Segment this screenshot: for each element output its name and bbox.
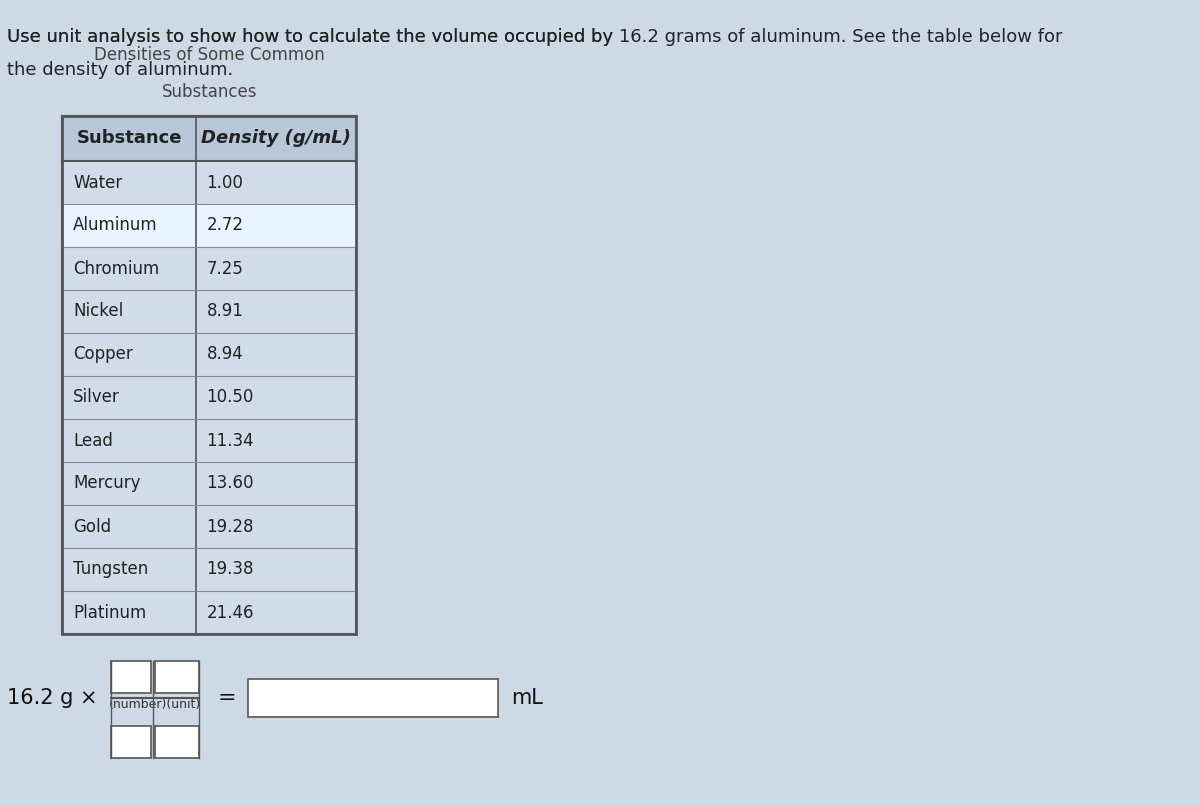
Text: Aluminum: Aluminum	[73, 217, 157, 235]
FancyBboxPatch shape	[112, 661, 151, 693]
Text: Tungsten: Tungsten	[73, 560, 149, 579]
FancyBboxPatch shape	[155, 661, 199, 693]
Text: Mercury: Mercury	[73, 475, 140, 492]
Text: Densities of Some Common: Densities of Some Common	[94, 46, 324, 64]
Text: Use unit analysis to show how to calculate the volume occupied by 16.2 grams of : Use unit analysis to show how to calcula…	[7, 28, 1063, 46]
Bar	[62, 116, 356, 161]
Text: 19.38: 19.38	[206, 560, 254, 579]
Text: Gold: Gold	[73, 517, 112, 535]
Text: Density (g/mL): Density (g/mL)	[202, 130, 350, 147]
Text: Nickel: Nickel	[73, 302, 124, 321]
Text: 2.72: 2.72	[206, 217, 244, 235]
Text: (number)(unit): (number)(unit)	[109, 698, 202, 711]
Text: Lead: Lead	[73, 431, 113, 450]
FancyBboxPatch shape	[155, 726, 199, 758]
Text: 8.94: 8.94	[206, 346, 244, 364]
Text: 7.25: 7.25	[206, 260, 244, 277]
Text: the density of aluminum.: the density of aluminum.	[7, 61, 233, 79]
Bar	[62, 116, 356, 634]
Bar	[62, 204, 356, 247]
Text: Water: Water	[73, 173, 122, 192]
FancyBboxPatch shape	[248, 679, 498, 717]
Text: 19.28: 19.28	[206, 517, 254, 535]
Text: Use unit analysis to show how to calculate the volume occupied by: Use unit analysis to show how to calcula…	[7, 28, 619, 46]
Text: mL: mL	[511, 688, 542, 708]
Text: 11.34: 11.34	[206, 431, 254, 450]
Text: Silver: Silver	[73, 388, 120, 406]
Text: 8.91: 8.91	[206, 302, 244, 321]
Text: Substances: Substances	[162, 83, 257, 101]
Text: 16.2 g ×: 16.2 g ×	[7, 688, 97, 708]
Bar	[62, 116, 356, 634]
Text: 13.60: 13.60	[206, 475, 254, 492]
Text: =: =	[217, 688, 236, 708]
Text: Platinum: Platinum	[73, 604, 146, 621]
Text: 10.50: 10.50	[206, 388, 254, 406]
Text: 1.00: 1.00	[206, 173, 244, 192]
Text: Substance: Substance	[77, 130, 182, 147]
Text: 21.46: 21.46	[206, 604, 254, 621]
Text: Copper: Copper	[73, 346, 133, 364]
FancyBboxPatch shape	[112, 726, 151, 758]
Text: Chromium: Chromium	[73, 260, 160, 277]
